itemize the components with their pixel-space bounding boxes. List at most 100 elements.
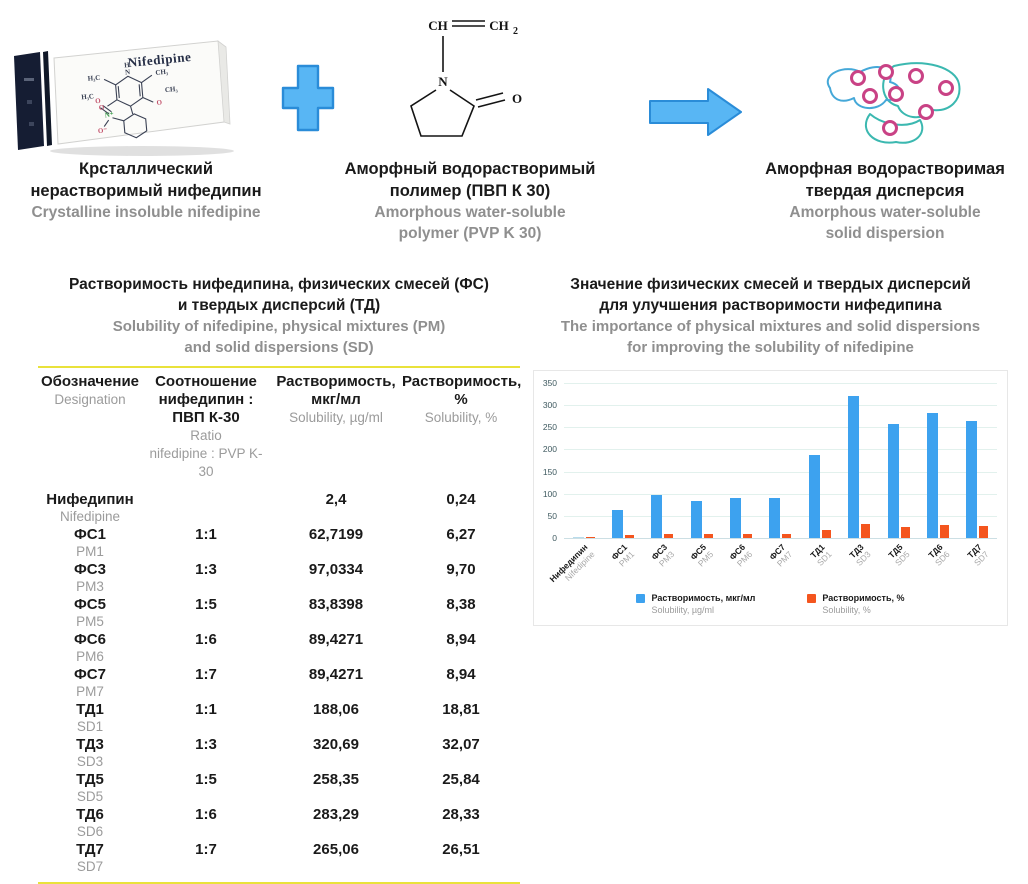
solubility-value: 97,0334 — [308, 561, 364, 578]
svg-text:CH₃: CH₃ — [165, 85, 178, 94]
table-row: ТД7 SD7 1:7 265,06 26,51 — [38, 841, 520, 876]
bar-group — [800, 383, 839, 538]
y-tick-label: 150 — [542, 466, 557, 477]
ratio-value: 1:5 — [195, 596, 217, 613]
bar-solubility-pct — [861, 523, 871, 538]
caption-solid-dispersion: Аморфная водорастворимая твердая дисперс… — [742, 158, 1028, 244]
legend-label: Растворимость, мкг/мл Solubility, µg/ml — [651, 592, 755, 616]
table-title: Растворимость нифедипина, физических сме… — [69, 276, 489, 356]
y-tick-label: 250 — [542, 422, 557, 433]
caption-en-line: Amorphous water-soluble — [789, 204, 981, 221]
bar-solubility-pct — [625, 535, 635, 538]
row-label-ru: ФС5 — [74, 596, 106, 613]
gridline — [564, 383, 997, 384]
caption-ru-line: Крсталлический — [79, 160, 213, 178]
col-header-solubility: Растворимость, мкг/мл Solubility, µg/ml — [276, 373, 396, 425]
row-label-en: PM7 — [76, 684, 104, 699]
y-tick-label: 300 — [542, 400, 557, 411]
bar-group — [564, 383, 603, 538]
bar-group — [879, 383, 918, 538]
solubility-table-panel: Растворимость нифедипина, физических сме… — [38, 274, 522, 884]
row-label-en: PM3 — [76, 579, 104, 594]
row-solubility-pct: 32,07 — [402, 736, 520, 771]
bar-group — [682, 383, 721, 538]
caption-ru-line: Аморфная водорастворимая — [765, 160, 1005, 178]
ratio-value: 1:6 — [195, 806, 217, 823]
row-solubility-pct: 9,70 — [402, 561, 520, 596]
solubility-pct-value: 0,24 — [446, 491, 476, 508]
solubility-pct-value: 9,70 — [446, 561, 476, 578]
table-row: ТД5 SD5 1:5 258,35 25,84 — [38, 771, 520, 806]
chart-title: Значение физических смесей и твердых дис… — [560, 276, 981, 356]
row-solubility: 89,4271 — [270, 631, 402, 666]
bar-solubility — [612, 510, 624, 538]
row-ratio: 1:7 — [142, 666, 270, 701]
x-tick-label: ТД7 SD7 — [965, 542, 990, 568]
gridline — [564, 427, 997, 429]
row-ratio: 1:1 — [142, 701, 270, 736]
bar-solubility — [808, 454, 820, 538]
package-shadow — [50, 146, 234, 156]
row-designation: ФС3 PM3 — [38, 561, 142, 596]
bar-solubility-pct — [664, 533, 674, 538]
col-header-solubility-pct: Растворимость, % Solubility, % — [402, 373, 522, 425]
col-header-ratio: Соотношение нифедипин : ПВП К-30 Ratio n… — [149, 373, 263, 479]
table-row: ТД3 SD3 1:3 320,69 32,07 — [38, 736, 520, 771]
legend-label-ru: Растворимость, мкг/мл — [651, 593, 756, 603]
ratio-value: 1:1 — [195, 701, 217, 718]
bar-solubility — [966, 420, 978, 538]
row-designation: ФС6 PM6 — [38, 631, 142, 666]
caption-amorphous-polymer: Аморфный водорастворимый полимер (ПВП К … — [318, 158, 622, 244]
row-label-ru: ТД3 — [76, 736, 104, 753]
solubility-pct-value: 8,38 — [446, 596, 476, 613]
solubility-value: 62,7199 — [308, 526, 364, 543]
row-solubility: 283,29 — [270, 806, 402, 841]
solubility-value: 188,06 — [313, 701, 359, 718]
x-tick-label: ТД3 SD3 — [847, 542, 872, 568]
row-designation: ФС7 PM7 — [38, 666, 142, 701]
row-label-en: Nifedipine — [59, 509, 121, 524]
row-solubility-pct: 8,94 — [402, 631, 520, 666]
nifedipine-package-image: Nifedipine N H CH₃ H₃C O O CH₃ H₃C N⁺ O … — [14, 40, 234, 156]
row-ratio: 1:6 — [142, 631, 270, 666]
right-arrow-icon — [649, 88, 742, 136]
chart-bars — [564, 383, 997, 538]
bar-group — [761, 383, 800, 538]
x-tick: ТД7 SD7 — [958, 539, 997, 597]
col-header-designation: Обозначение Designation — [40, 373, 140, 407]
svg-text:CH₃: CH₃ — [155, 68, 168, 77]
chart-y-axis: 0 50 100 150 200 250 300 350 — [534, 371, 560, 625]
row-ratio: 1:5 — [142, 596, 270, 631]
row-label-en: SD5 — [76, 789, 104, 804]
gridline — [564, 471, 997, 473]
bar-group — [958, 383, 997, 538]
x-tick: ТД1 SD1 — [800, 539, 839, 597]
solubility-pct-value: 25,84 — [442, 771, 480, 788]
legend-item: Растворимость, % Solubility, % — [807, 592, 905, 616]
chart-x-axis: Нифедипин Nifedipine ФС1 PM1 ФС3 PM3 ФС5 PM5 ФС6… — [548, 539, 997, 597]
row-ratio: 1:6 — [142, 806, 270, 841]
x-tick: ФС6 PM6 — [721, 539, 760, 597]
x-tick: ТД3 SD3 — [840, 539, 879, 597]
caption-en-line: Amorphous water-soluble — [374, 204, 566, 221]
package-label: Nifedipine — [127, 49, 192, 70]
row-solubility: 188,06 — [270, 701, 402, 736]
y-tick-label: 0 — [552, 533, 557, 543]
bar-solubility-pct — [782, 534, 792, 538]
x-tick: ТД6 SD6 — [918, 539, 957, 597]
row-solubility: 89,4271 — [270, 666, 402, 701]
table-row: ФС6 PM6 1:6 89,4271 8,94 — [38, 631, 520, 666]
row-label-ru: Нифедипин — [46, 491, 134, 508]
row-solubility-pct: 28,33 — [402, 806, 520, 841]
row-label-ru: ТД5 — [76, 771, 104, 788]
bar-solubility-pct — [821, 529, 831, 538]
row-solubility-pct: 6,27 — [402, 526, 520, 561]
svg-text:N: N — [438, 74, 448, 89]
legend-label-en: Solubility, µg/ml — [651, 605, 715, 615]
bar-solubility-pct — [743, 534, 753, 538]
table-row: ТД1 SD1 1:1 188,06 18,81 — [38, 701, 520, 736]
x-tick-label: ФС5 PM5 — [688, 542, 715, 569]
bar-group — [918, 383, 957, 538]
svg-text:CH: CH — [428, 18, 448, 33]
table-row: Нифедипин Nifedipine 2,4 0,24 — [38, 491, 520, 526]
